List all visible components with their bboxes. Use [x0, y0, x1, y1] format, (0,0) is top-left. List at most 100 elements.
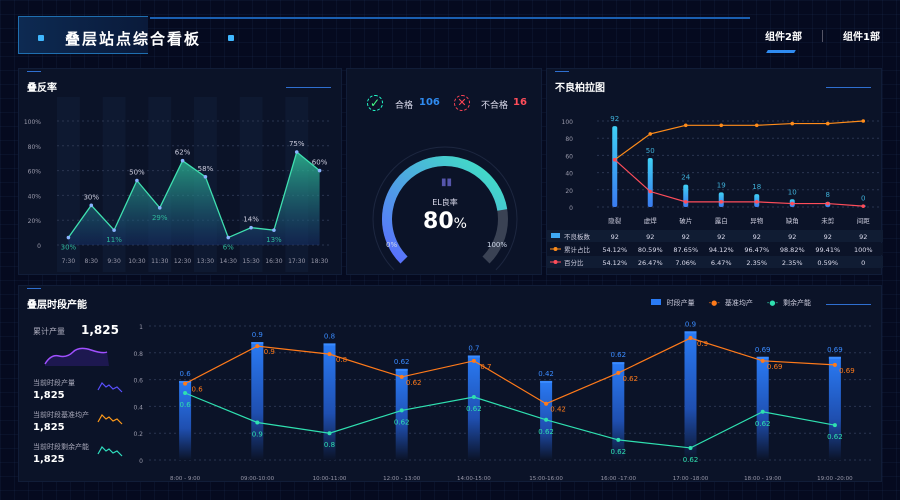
data-point	[203, 175, 208, 179]
bar-cap	[395, 368, 408, 371]
table-cell: 98.82%	[780, 246, 805, 254]
data-label: 0.9	[697, 340, 708, 348]
x-tick-label: 17:00 -18:00	[673, 476, 709, 482]
data-label: 0.42	[550, 406, 566, 414]
table-cell: 94.12%	[709, 246, 734, 254]
gauge-panel: ✓ 合格 106 ✕ 不合格 16 ▮▮ EL良率 80% 0% 100%	[346, 68, 542, 275]
stack-rate-chart: 0 20% 40% 60% 80% 100% 30% 7:30 30% 8:30 11% 9:30 50…	[24, 97, 331, 272]
percent-point	[825, 201, 830, 206]
table-row	[547, 243, 883, 255]
legend-label: 剩余产能	[783, 299, 811, 307]
row-label: 百分比	[564, 258, 584, 267]
stat-value: 1,825	[33, 390, 65, 401]
x-tick-label: 8:30	[85, 258, 99, 265]
tab-component-1[interactable]: 组件1部	[843, 32, 880, 43]
data-point	[135, 178, 139, 183]
gauge-fill	[382, 156, 508, 264]
x-tick-label: 14:30	[220, 258, 237, 265]
y-tick-label: 80	[565, 136, 573, 143]
bar-cap	[467, 355, 480, 358]
data-label: 30%	[83, 193, 99, 201]
y-tick-label: 100%	[24, 119, 41, 126]
capacity-panel: 叠层时段产能 累计产量 1,825 当前时段产量 1,825 当前时段基准均产 …	[18, 285, 882, 482]
data-label: 0.62	[755, 420, 771, 428]
y-tick-label: 0	[569, 205, 573, 212]
pass-label: 合格	[395, 101, 414, 111]
x-tick-label: 12:30	[174, 258, 191, 265]
legend-item[interactable]: 时段产量	[650, 298, 695, 308]
data-label: 0.69	[767, 363, 783, 371]
data-point	[832, 423, 837, 428]
percent-point	[683, 200, 688, 204]
table-cell: 80.59%	[638, 246, 663, 254]
table-cell: 92	[646, 233, 654, 241]
data-point	[89, 203, 94, 208]
data-label: 0.8	[336, 356, 347, 364]
bar-label: 50	[646, 147, 655, 155]
gauge-outer-ring	[372, 146, 518, 271]
decor-line	[286, 87, 331, 88]
data-label: 29%	[152, 214, 168, 222]
series-line	[67, 150, 320, 239]
bar-cap	[251, 342, 264, 345]
bar-label: 0.69	[827, 346, 843, 354]
panel-title: 不良柏拉图	[555, 83, 605, 94]
area-fill	[68, 152, 320, 245]
x-tick-label: 露白	[715, 216, 728, 225]
tab-component-2[interactable]: 组件2部	[765, 28, 802, 43]
bar	[756, 356, 769, 460]
data-label: 0.8	[324, 441, 335, 449]
decor-tick	[555, 71, 569, 72]
cumulative-line	[614, 120, 864, 161]
bar-label: 0.8	[324, 332, 335, 340]
percent-point	[754, 200, 759, 204]
pareto-chart: 0 20 40 60 80 100 92 隐裂 50 虚焊 24 破片 19 露白 18 异物 10 缺角 8 未剪 0…	[547, 115, 883, 268]
bar-label: 0.9	[252, 331, 263, 339]
data-point	[399, 408, 404, 413]
bar-label: 10	[788, 188, 797, 196]
series-line	[184, 392, 836, 449]
table-cell: 92	[824, 233, 832, 241]
data-point	[180, 158, 185, 163]
bar	[828, 356, 841, 460]
data-label: 13%	[266, 236, 282, 244]
data-label: 0.62	[394, 418, 410, 426]
x-tick-label: 10:30	[128, 258, 145, 265]
x-tick-label: 缺角	[786, 216, 799, 225]
series-line	[184, 337, 835, 405]
data-label: 0.7	[480, 363, 491, 371]
data-point	[616, 437, 621, 442]
legend-item[interactable]: -●- 基准均产	[709, 298, 753, 308]
page-title: 叠层站点综合看板	[65, 30, 202, 48]
table-cell: 54.12%	[602, 259, 627, 267]
data-point	[66, 235, 71, 240]
percent-line	[614, 159, 864, 207]
bar	[718, 192, 724, 207]
data-point	[832, 362, 837, 367]
y-tick-label: 20	[565, 188, 573, 195]
data-label: 0.62	[466, 405, 482, 413]
x-tick-label: 间距	[857, 217, 871, 225]
bar-chart-icon: ▮▮	[441, 177, 453, 188]
x-tick-label: 7:30	[62, 258, 76, 265]
legend-dot	[553, 247, 558, 251]
data-label: 11%	[106, 236, 122, 244]
percent-point	[719, 200, 724, 204]
data-point	[327, 431, 332, 436]
stack-rate-panel: 叠反率 0 20% 40% 60% 80% 100% 30% 7:30 30% 8:30 11% 9:…	[18, 68, 342, 275]
tab-divider	[822, 29, 824, 42]
x-tick-label: 8:00 - 9:00	[170, 476, 201, 482]
table-cell: 99.41%	[815, 246, 840, 254]
cumulative-point	[648, 132, 653, 136]
x-tick-label: 18:30	[311, 258, 328, 265]
legend-item[interactable]: -●- 剩余产能	[767, 298, 811, 308]
table-cell: 96.47%	[744, 246, 769, 254]
data-point	[255, 344, 260, 349]
y-tick-label: 40	[565, 171, 573, 178]
data-point	[294, 150, 299, 154]
data-label: 0.9	[264, 348, 275, 356]
percent-point	[790, 201, 795, 206]
bar-cap	[612, 362, 625, 365]
table-cell: 0	[861, 259, 865, 267]
legend-swatch	[650, 299, 661, 305]
